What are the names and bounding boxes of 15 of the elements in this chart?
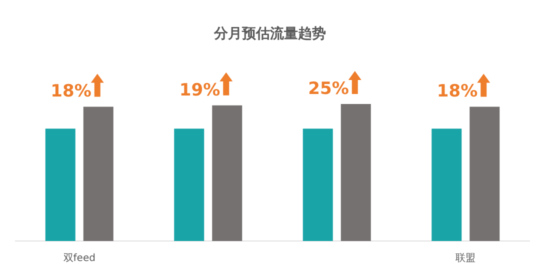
bar	[470, 106, 500, 241]
text: 18%	[50, 82, 92, 102]
chart-title: 分月预估流量趋势	[213, 25, 326, 42]
bar	[432, 128, 462, 241]
bar	[174, 128, 204, 241]
text: 18%	[436, 82, 478, 102]
bar	[302, 128, 333, 241]
bar	[45, 128, 76, 241]
bar	[340, 104, 371, 241]
text: 19%	[179, 80, 220, 100]
bar	[83, 106, 114, 241]
x-tick-label: 联盟	[456, 252, 476, 264]
bar	[212, 105, 242, 241]
text: 25%	[308, 79, 349, 99]
x-tick-label: 双feed	[63, 253, 96, 264]
